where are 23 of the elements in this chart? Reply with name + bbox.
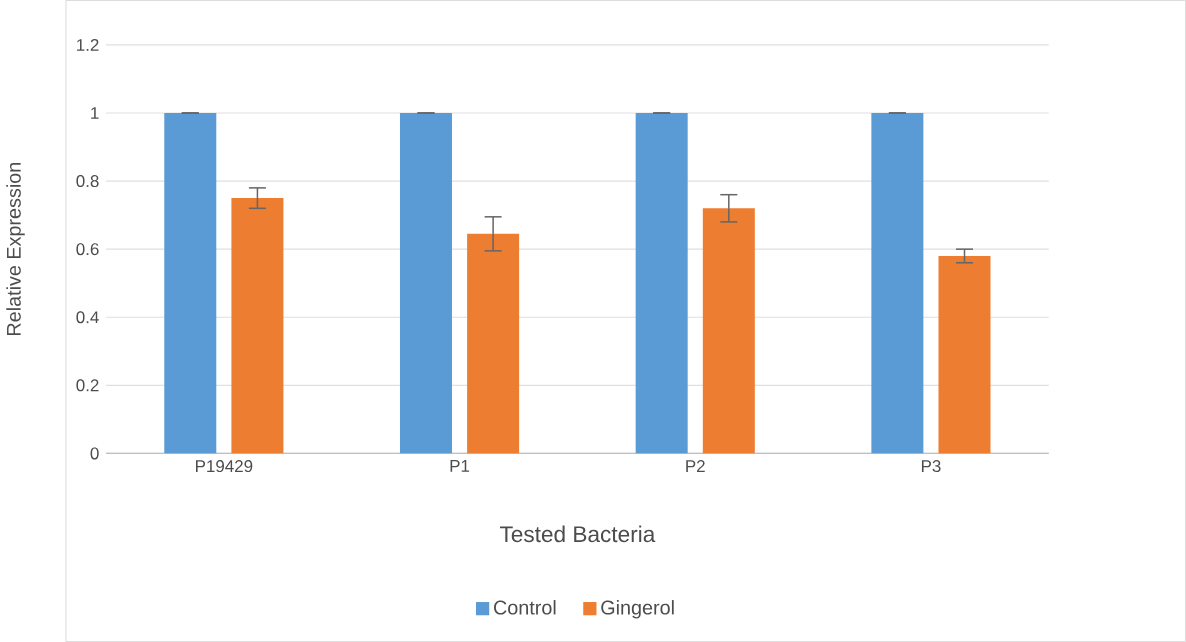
bar — [164, 112, 217, 454]
y-axis-title: Relative Expression — [6, 163, 25, 335]
y-tick-label: 1 — [91, 107, 99, 119]
x-tick-label: P19429 — [196, 460, 253, 473]
legend-label: Control — [494, 600, 556, 615]
bar — [467, 233, 520, 454]
bar — [871, 112, 924, 454]
y-tick-label: 0.6 — [76, 243, 99, 256]
bar — [231, 198, 284, 454]
x-tick-label: P2 — [686, 460, 705, 472]
bar — [938, 255, 991, 454]
x-tick-label: P3 — [921, 460, 941, 473]
y-tick-label: 0.4 — [76, 311, 99, 324]
y-tick-label: 0.8 — [76, 175, 99, 188]
legend-label: Gingerol — [601, 600, 674, 619]
bar — [635, 112, 688, 454]
y-tick-label: 1.2 — [77, 38, 99, 51]
y-tick-label: 0 — [90, 447, 99, 460]
bar — [702, 208, 755, 454]
bar — [399, 112, 452, 454]
x-axis-title: Tested Bacteria — [499, 525, 656, 543]
x-tick-label: P1 — [450, 460, 470, 472]
y-tick-label: 0.2 — [76, 379, 99, 392]
